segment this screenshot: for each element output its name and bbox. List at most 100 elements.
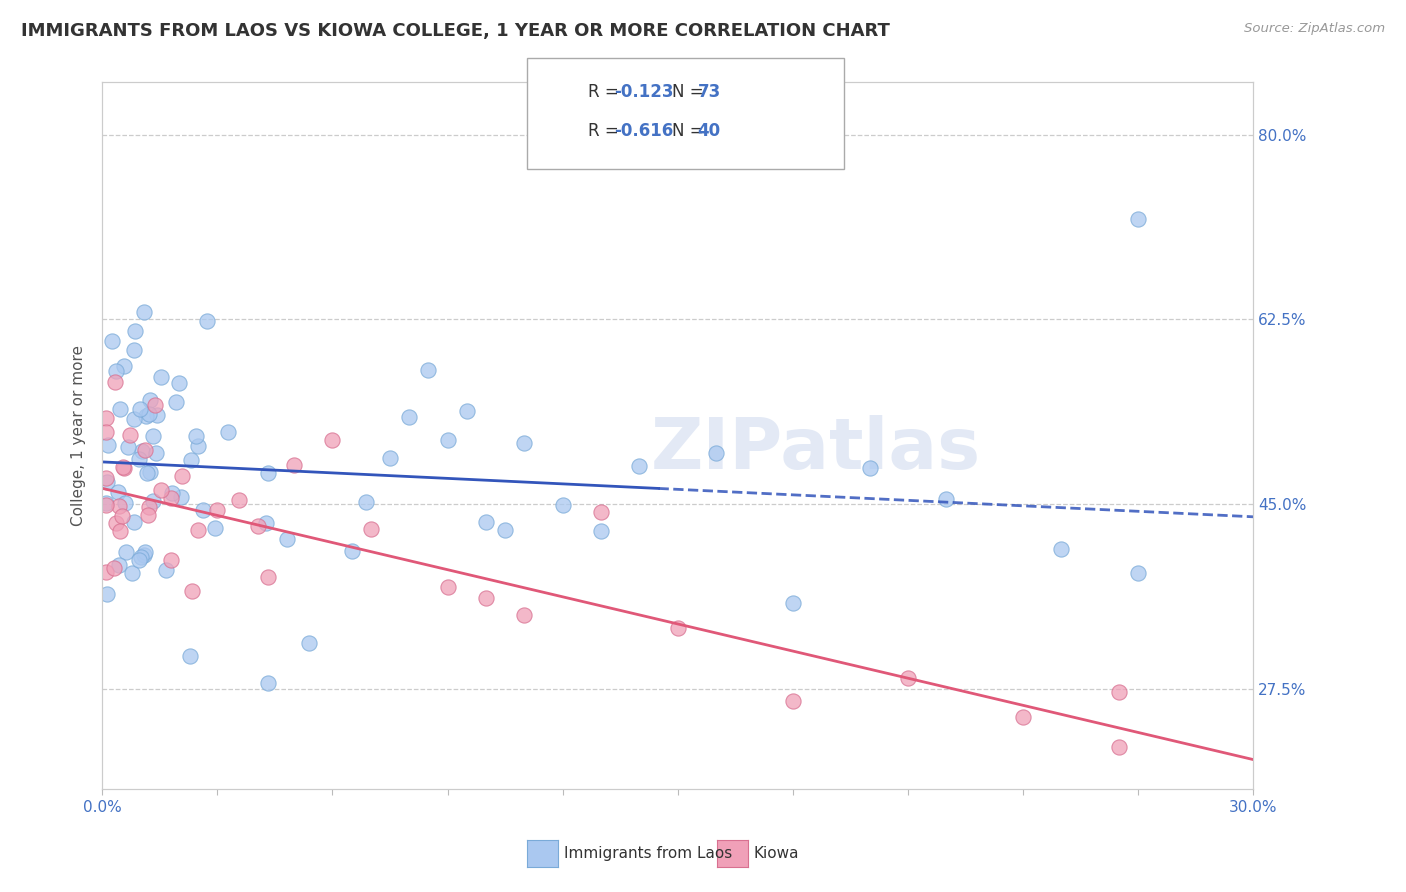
Point — [129, 401, 152, 416]
Point — [104, 364, 127, 378]
Point — [134, 443, 156, 458]
Point — [436, 580, 458, 594]
Point — [180, 453, 202, 467]
Point — [172, 469, 194, 483]
Point — [131, 443, 153, 458]
Point — [101, 334, 124, 348]
Point — [135, 409, 157, 423]
Point — [378, 451, 401, 466]
Point — [398, 409, 420, 424]
Point — [150, 483, 173, 497]
Point — [138, 500, 160, 514]
Point — [104, 376, 127, 390]
Point — [436, 434, 458, 448]
Point — [513, 607, 536, 622]
Text: R =: R = — [588, 83, 624, 101]
Point — [124, 343, 146, 357]
Point — [184, 429, 207, 443]
Point — [160, 491, 183, 505]
Point — [628, 458, 651, 473]
Point — [187, 439, 209, 453]
Point — [897, 671, 920, 685]
Point — [195, 314, 218, 328]
Point — [666, 621, 689, 635]
Point — [94, 566, 117, 580]
Point — [456, 404, 478, 418]
Point — [1108, 685, 1130, 699]
Point — [254, 516, 277, 530]
Text: ZIPatlas: ZIPatlas — [651, 415, 981, 484]
Point — [193, 503, 215, 517]
Point — [170, 490, 193, 504]
Point — [134, 544, 156, 558]
Point — [257, 676, 280, 690]
Y-axis label: College, 1 year or more: College, 1 year or more — [72, 345, 86, 526]
Point — [114, 496, 136, 510]
Point — [132, 305, 155, 319]
Point — [217, 425, 239, 439]
Text: N =: N = — [672, 83, 709, 101]
Text: 73: 73 — [697, 83, 721, 101]
Point — [103, 560, 125, 574]
Point — [155, 563, 177, 577]
Point — [136, 467, 159, 481]
Point — [1050, 541, 1073, 556]
Text: IMMIGRANTS FROM LAOS VS KIOWA COLLEGE, 1 YEAR OR MORE CORRELATION CHART: IMMIGRANTS FROM LAOS VS KIOWA COLLEGE, 1… — [21, 22, 890, 40]
Point — [121, 566, 143, 581]
Point — [138, 407, 160, 421]
Point — [475, 591, 498, 606]
Point — [112, 359, 135, 373]
Point — [107, 500, 129, 514]
Point — [94, 495, 117, 509]
Point — [360, 522, 382, 536]
Point — [104, 516, 127, 530]
Point — [94, 411, 117, 425]
Point — [298, 636, 321, 650]
Point — [111, 508, 134, 523]
Point — [228, 493, 250, 508]
Point — [494, 523, 516, 537]
Text: Source: ZipAtlas.com: Source: ZipAtlas.com — [1244, 22, 1385, 36]
Text: 40: 40 — [697, 122, 720, 140]
Point — [204, 521, 226, 535]
Point — [551, 498, 574, 512]
Point — [283, 458, 305, 472]
Point — [107, 558, 129, 573]
Point — [321, 434, 343, 448]
Text: Immigrants from Laos: Immigrants from Laos — [564, 847, 733, 861]
Point — [145, 446, 167, 460]
Point — [475, 515, 498, 529]
Point — [122, 515, 145, 529]
Point — [589, 524, 612, 538]
Point — [1012, 710, 1035, 724]
Text: N =: N = — [672, 122, 709, 140]
Point — [146, 408, 169, 422]
Point — [704, 446, 727, 460]
Point — [257, 467, 280, 481]
Point — [1108, 739, 1130, 754]
Point — [97, 438, 120, 452]
Point — [139, 465, 162, 479]
Text: -0.123: -0.123 — [614, 83, 673, 101]
Point — [110, 402, 132, 417]
Point — [340, 544, 363, 558]
Point — [118, 427, 141, 442]
Point — [1128, 212, 1150, 227]
Point — [94, 425, 117, 439]
Point — [142, 429, 165, 443]
Point — [513, 436, 536, 450]
Point — [858, 461, 880, 475]
Point — [136, 508, 159, 523]
Point — [418, 363, 440, 377]
Point — [96, 587, 118, 601]
Point — [165, 395, 187, 409]
Point — [128, 553, 150, 567]
Point — [256, 570, 278, 584]
Point — [149, 369, 172, 384]
Point — [94, 498, 117, 512]
Text: R =: R = — [588, 122, 624, 140]
Point — [1128, 566, 1150, 580]
Point — [935, 492, 957, 507]
Point — [139, 393, 162, 408]
Point — [124, 324, 146, 338]
